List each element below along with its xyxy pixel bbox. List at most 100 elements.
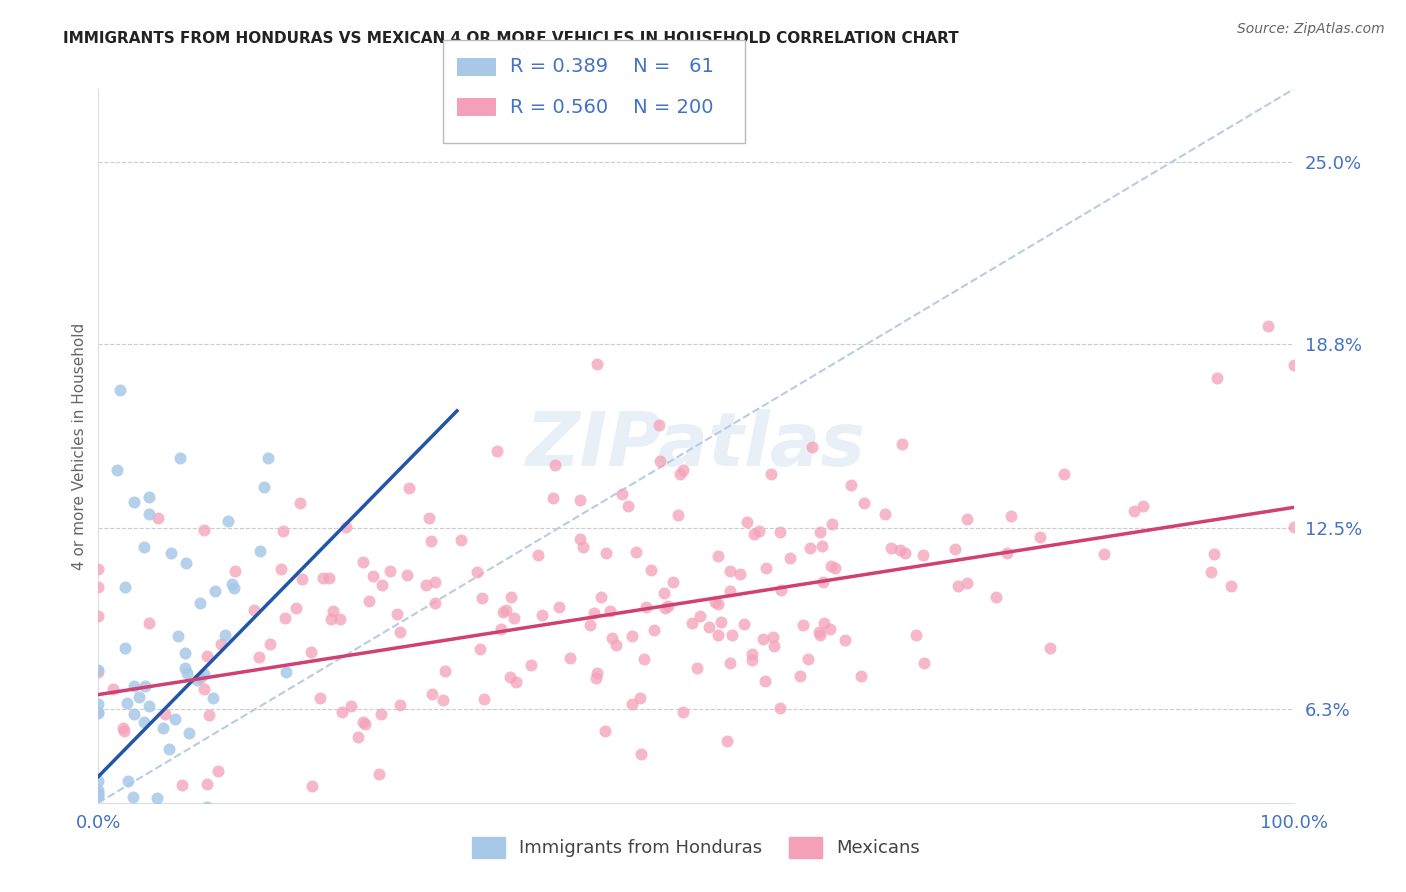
Point — [134, 714, 156, 729]
Point — [707, 627, 730, 641]
Point — [811, 540, 834, 554]
Point — [666, 508, 689, 522]
Point — [800, 440, 823, 454]
Point — [612, 487, 634, 501]
Point — [291, 573, 314, 587]
Point — [166, 855, 188, 870]
Point — [174, 556, 197, 570]
Point — [389, 624, 412, 639]
Point — [347, 730, 370, 744]
Point — [157, 742, 180, 756]
Point — [87, 789, 110, 803]
Point — [733, 616, 755, 631]
Point — [169, 451, 191, 466]
Point — [1028, 530, 1050, 544]
Point — [367, 766, 389, 780]
Point — [718, 656, 741, 670]
Point — [1206, 371, 1229, 385]
Point — [648, 418, 671, 433]
Text: R = 0.389    N =   61: R = 0.389 N = 61 — [510, 57, 714, 77]
Point — [87, 609, 110, 624]
Point — [634, 600, 657, 615]
Point — [470, 641, 492, 656]
Point — [398, 481, 420, 495]
Point — [370, 706, 392, 721]
Point — [259, 637, 281, 651]
Point — [620, 630, 643, 644]
Point — [808, 525, 831, 540]
Point — [340, 699, 363, 714]
Point — [1199, 565, 1222, 579]
Point — [768, 700, 790, 714]
Point — [681, 615, 703, 630]
Point — [579, 618, 602, 632]
Point — [87, 786, 110, 800]
Point — [1282, 520, 1305, 534]
Point — [318, 572, 340, 586]
Point — [650, 454, 672, 468]
Point — [599, 604, 621, 618]
Point — [335, 520, 357, 534]
Point — [388, 698, 411, 712]
Point — [152, 721, 174, 735]
Point — [87, 787, 110, 801]
Point — [111, 721, 134, 735]
Point — [652, 586, 675, 600]
Point — [499, 670, 522, 684]
Point — [890, 436, 912, 450]
Point — [138, 616, 160, 631]
Point — [188, 596, 211, 610]
Point — [748, 524, 770, 539]
Point — [312, 570, 335, 584]
Point — [423, 596, 446, 610]
Point — [380, 564, 402, 578]
Point — [595, 724, 617, 739]
Point — [1092, 547, 1115, 561]
Point — [245, 821, 267, 835]
Point — [752, 632, 775, 647]
Point — [224, 564, 246, 578]
Point — [271, 524, 294, 538]
Point — [87, 773, 110, 788]
Point — [176, 666, 198, 681]
Point — [984, 590, 1007, 604]
Point — [114, 640, 136, 655]
Point — [821, 516, 844, 531]
Point — [560, 651, 582, 665]
Point — [643, 623, 665, 637]
Point — [122, 495, 145, 509]
Point — [322, 604, 344, 618]
Point — [703, 595, 725, 609]
Point — [624, 545, 647, 559]
Point — [197, 708, 219, 723]
Point — [789, 669, 811, 683]
Point — [87, 580, 110, 594]
Point — [839, 477, 862, 491]
Point — [201, 690, 224, 705]
Point — [352, 555, 374, 569]
Point — [617, 500, 640, 514]
Point — [87, 561, 110, 575]
Point — [630, 747, 652, 761]
Text: Source: ZipAtlas.com: Source: ZipAtlas.com — [1237, 22, 1385, 37]
Point — [354, 717, 377, 731]
Point — [288, 496, 311, 510]
Point — [1000, 509, 1022, 524]
Point — [122, 707, 145, 722]
Text: ZIPatlas: ZIPatlas — [526, 409, 866, 483]
Point — [270, 562, 292, 576]
Point — [853, 496, 876, 510]
Point — [321, 612, 343, 626]
Point — [911, 548, 934, 562]
Point — [824, 561, 846, 575]
Point — [432, 693, 454, 707]
Point — [122, 789, 145, 804]
Point — [207, 764, 229, 778]
Point — [332, 705, 354, 719]
Point — [820, 559, 842, 574]
Point — [128, 690, 150, 704]
Point — [520, 657, 543, 672]
Point — [136, 854, 159, 868]
Point — [495, 603, 517, 617]
Point — [741, 647, 763, 661]
